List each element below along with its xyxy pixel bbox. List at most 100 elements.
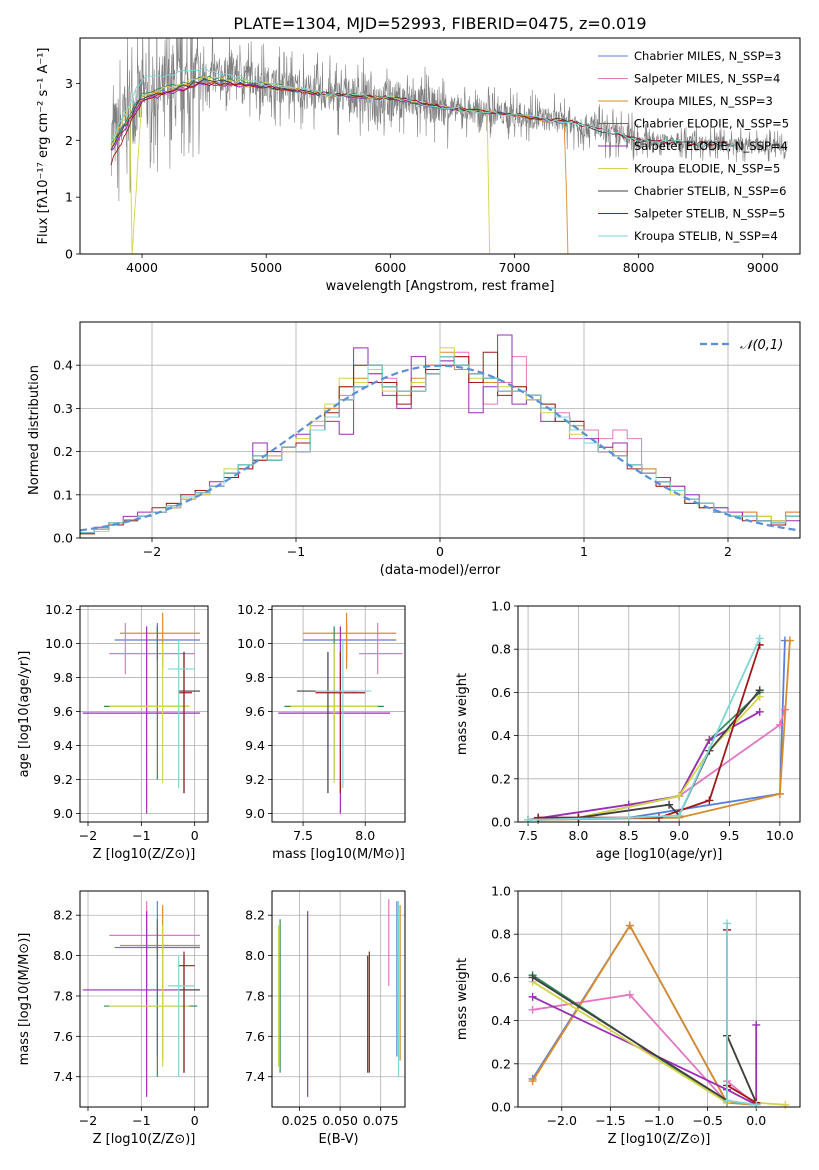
weight_vs_age-marker — [775, 720, 784, 729]
spectrum-xtick-label: 5000 — [250, 260, 282, 275]
weight_vs_Z-marker — [752, 1100, 761, 1109]
mass_vs_EBV-frame — [271, 890, 406, 1108]
weight_vs_Z-frame — [517, 890, 801, 1108]
age_vs_Z-ylabel: age [log10(age/yr)] — [17, 651, 32, 778]
mass_vs_EBV-xtick-label: 0.075 — [363, 1113, 399, 1128]
spectrum-xlabel: wavelength [Angstrom, rest frame] — [326, 279, 555, 294]
weight_vs_Z-marker — [528, 973, 537, 982]
weight_vs_Z-marker — [528, 992, 537, 1001]
weight_vs_age-marker — [785, 636, 794, 645]
legend-entry: Salpeter STELIB, N_SSP=5 — [634, 207, 785, 221]
legend-entry: Kroupa STELIB, N_SSP=4 — [634, 229, 778, 243]
weight_vs_age-marker — [624, 813, 633, 822]
age_vs_Z-xtick-label: 0 — [191, 828, 199, 843]
mass_vs_Z-ytick-label: 8.0 — [53, 948, 73, 963]
residuals-ytick-label: 0.0 — [53, 531, 73, 546]
weight_vs_age-marker — [775, 789, 784, 798]
spectrum-legend: Chabrier MILES, N_SSP=3 Salpeter MILES, N… — [598, 49, 789, 243]
weight_vs_Z-xtick-label: −0.5 — [692, 1113, 722, 1128]
mass_vs_Z-ytick-label: 7.8 — [53, 988, 73, 1003]
spectrum-xtick-label: 7000 — [499, 260, 531, 275]
age_vs_Z-ytick-label: 9.0 — [53, 806, 73, 821]
age_vs_Z-xtick-label: −2 — [79, 828, 97, 843]
weight_vs_age-xtick-label: 10.0 — [766, 828, 794, 843]
legend-entry: Chabrier ELODIE, N_SSP=5 — [634, 117, 789, 131]
residuals-ylabel: Normed distribution — [27, 365, 42, 495]
weight_vs_age-xtick-label: 8.5 — [619, 828, 639, 843]
spectrum-xtick-label: 4000 — [126, 260, 158, 275]
residuals-panel: −2 −1 0 1 2 0.0 0.1 0.2 0.3 0.4 (data-model)/error… — [27, 321, 801, 578]
residuals-ytick-label: 0.2 — [53, 444, 73, 459]
weight_vs_age-marker — [755, 634, 764, 643]
weight_vs_Z-ylabel: mass weight — [455, 958, 470, 1040]
weight_vs_Z-panel: −2.0 −1.5 −1.0 −0.5 0.0 0.0 0.2 0.4 0.6 0.8 1.0 Z [… — [455, 884, 801, 1147]
age_vs_Z-xlabel: Z [log10(Z/Z⊙)] — [93, 847, 196, 862]
weight_vs_Z-ytick-label: 0.4 — [491, 1013, 511, 1028]
age_vs_mass-ytick-label: 9.0 — [245, 806, 265, 821]
age_vs_mass-panel: 7.5 8.0 9.0 9.2 9.4 9.6 9.8 10.0 10.2 mass [log10… — [237, 602, 406, 862]
age_vs_Z-xtick-label: −1 — [132, 828, 150, 843]
residuals-xtick-label: 2 — [724, 544, 732, 559]
figure-title: PLATE=1304, MJD=52993, FIBERID=0475, z=0… — [233, 14, 646, 33]
spectrum-xtick-label: 6000 — [374, 260, 406, 275]
weight_vs_Z-line — [726, 923, 757, 1106]
legend-entry: Salpeter ELODIE, N_SSP=4 — [634, 139, 788, 153]
weight_vs_age-marker — [665, 800, 674, 809]
weight_vs_Z-ytick-label: 0.8 — [491, 927, 511, 942]
plots: 4000 5000 6000 7000 8000 9000 0 1 2 3 wavelength [… — [17, 37, 801, 1147]
spectrum-ytick-label: 1 — [65, 190, 73, 205]
residuals-xtick-label: −1 — [287, 544, 305, 559]
weight_vs_Z-ytick-label: 1.0 — [491, 884, 511, 899]
weight_vs_age-ytick-label: 0.6 — [491, 685, 511, 700]
legend-entry: Kroupa ELODIE, N_SSP=5 — [634, 162, 780, 176]
weight_vs_Z-ytick-label: 0.2 — [491, 1056, 511, 1071]
legend-entry: Kroupa MILES, N_SSP=3 — [634, 94, 773, 108]
mass_vs_EBV-panel: 0.025 0.050 0.075 7.4 7.6 7.8 8.0 8.2 E(B-V) — [245, 890, 406, 1147]
weight_vs_Z-ytick-label: 0.0 — [491, 1100, 511, 1115]
weight_vs_age-panel: 7.5 8.0 8.5 9.0 9.5 10.0 0.0 0.2 0.4 0.6 0.8 1.0 age… — [455, 599, 801, 862]
age_vs_mass-ytick-label: 9.6 — [245, 704, 265, 719]
weight_vs_Z-line — [531, 923, 757, 1106]
weight_vs_age-ylabel: mass weight — [455, 673, 470, 755]
residuals-ytick-label: 0.4 — [53, 358, 73, 373]
weight_vs_Z-xtick-label: −2.0 — [547, 1113, 577, 1128]
residuals-xlabel: (data-model)/error — [380, 563, 501, 578]
weight_vs_Z-xlabel: Z [log10(Z/Z⊙)] — [608, 1132, 711, 1147]
weight_vs_Z-marker — [723, 919, 732, 928]
weight_vs_Z-marker — [625, 921, 634, 930]
age_vs_mass-ytick-label: 10.0 — [237, 636, 265, 651]
age_vs_mass-xtick-label: 8.0 — [355, 828, 375, 843]
weight_vs_Z-ytick-label: 0.6 — [491, 970, 511, 985]
weight_vs_age-marker — [705, 735, 714, 744]
residuals-xtick-label: 1 — [580, 544, 588, 559]
age_vs_Z-ytick-label: 9.4 — [53, 738, 73, 753]
spectrum-observed-data — [110, 38, 788, 202]
mass_vs_Z-ytick-label: 8.2 — [53, 908, 73, 923]
weight_vs_age-ytick-label: 0.4 — [491, 728, 511, 743]
legend-entry: Chabrier STELIB, N_SSP=6 — [634, 184, 786, 198]
age_vs_mass-frame — [271, 605, 406, 823]
age_vs_mass-xlabel: mass [log10(M/M⊙)] — [272, 847, 405, 862]
mass_vs_Z-panel: −2 −1 0 7.4 7.6 7.8 8.0 8.2 Z [log10(Z/Z⊙)] mass … — [17, 890, 209, 1147]
age_vs_Z-ytick-label: 10.2 — [45, 602, 73, 617]
mass_vs_EBV-ytick-label: 8.2 — [245, 908, 265, 923]
spectrum-xtick-label: 8000 — [623, 260, 655, 275]
weight_vs_age-xtick-label: 8.0 — [568, 828, 588, 843]
age_vs_mass-ytick-label: 9.8 — [245, 670, 265, 685]
weight_vs_Z-line — [726, 929, 757, 1104]
spectrum-ytick-label: 0 — [65, 247, 73, 262]
mass_vs_EBV-xtick-label: 0.025 — [282, 1113, 318, 1128]
age_vs_Z-ytick-label: 9.2 — [53, 772, 73, 787]
weight_vs_age-line — [528, 691, 761, 821]
age_vs_mass-ytick-label: 10.2 — [237, 602, 265, 617]
mass_vs_Z-xtick-label: −1 — [132, 1113, 150, 1128]
spectrum-ytick-label: 2 — [65, 133, 73, 148]
normal-curve — [80, 364, 800, 532]
weight_vs_age-ytick-label: 0.8 — [491, 642, 511, 657]
spectrum-model-line — [110, 66, 738, 148]
mass_vs_EBV-ytick-label: 8.0 — [245, 948, 265, 963]
weight_vs_age-line — [528, 638, 761, 821]
age_vs_Z-frame — [79, 605, 209, 823]
weight_vs_age-marker — [705, 796, 714, 805]
